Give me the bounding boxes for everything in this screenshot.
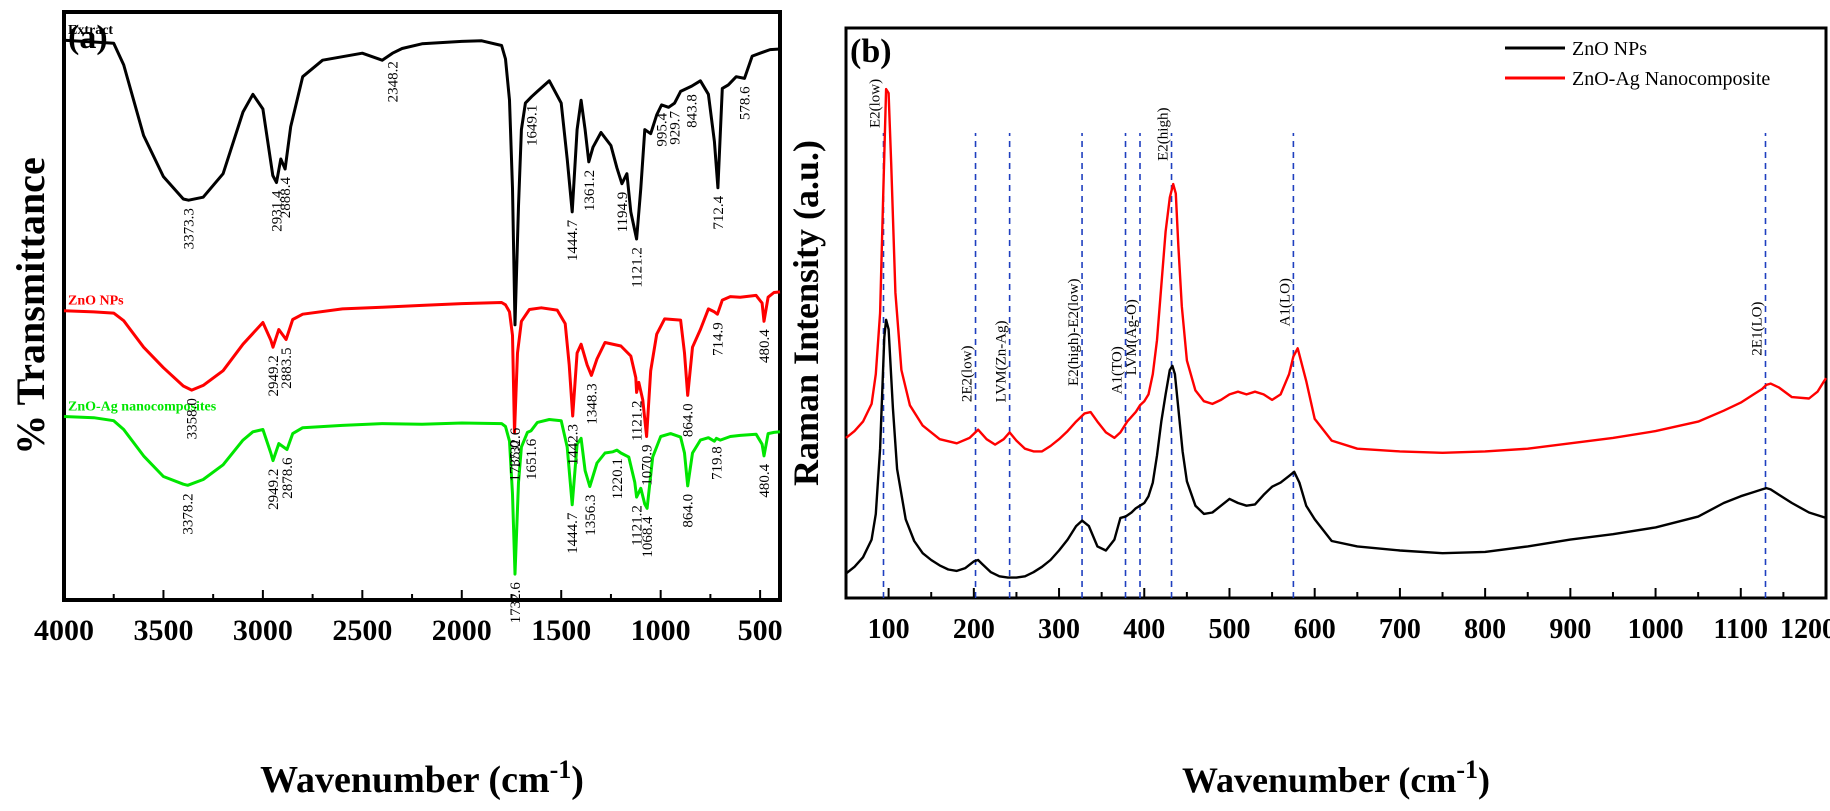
panel-b-raman: E2(low) 2E2(low) LVM(Zn-Ag) E2(high)-E2(low… [786,26,1830,800]
peak-label-zno-ag-nanocomposites-1444-7: 1444.7 [565,512,581,554]
peak-label-zno-nps-1121-2: 1121.2 [630,400,646,441]
series-label-extract: Extract [68,23,113,38]
peak-label-zno-nps-1348-3: 1348.3 [584,383,600,424]
panel-a-x-axis-title: Wavenumber (cm-1) [260,755,584,801]
peak-label-zno-ag-nanocomposites-864-0: 864.0 [681,494,697,528]
legend-label-zno-nps: ZnO NPs [1572,38,1647,60]
peak-label-extract-3373-3: 3373.3 [182,208,198,249]
x-tick-label-b-800: 800 [1464,614,1506,645]
peak-label-zno-nps-480-4: 480.4 [757,329,773,363]
x-tick-label-2000: 2000 [432,614,492,647]
x-tick-label-b-1000: 1000 [1628,614,1684,645]
peak-label-extract-929-7: 929.7 [668,111,684,145]
peak-label-zno-nps-1442-3: 1442.3 [566,424,582,465]
peak-label-extract-995-4: 995.4 [655,112,671,146]
x-tick-label-b-700: 700 [1379,614,1421,645]
series-line-zno-nps [845,318,1827,579]
panel-b-legend: ZnO NPs ZnO-Ag Nanocomposite [1505,38,1770,90]
peak-marker-label-lvm-ag-o: LVM(Ag-O) [1124,299,1140,375]
x-tick-label-2500: 2500 [332,614,392,647]
peak-label-zno-nps-1732-6: 1732.6 [508,427,524,469]
peak-label-extract-1194-9: 1194.9 [615,192,631,233]
panel-a-x-ticks: 4000 3500 3000 2500 2000 1500 1000 500 [34,590,783,647]
peak-label-extract-2931-4: 2931.4 [270,190,286,232]
x-tick-label-1000: 1000 [631,614,691,647]
peak-label-zno-ag-nanocomposites-1356-3: 1356.3 [583,494,599,535]
x-tick-label-3500: 3500 [133,614,193,647]
peak-marker-label-2e2-low: 2E2(low) [959,346,975,403]
x-tick-label-b-400: 400 [1123,614,1165,645]
panel-b-x-axis-title: Wavenumber (cm-1) [1182,755,1490,800]
panel-a-frame [62,10,782,602]
peak-marker-label-e2-high: E2(high) [1155,108,1171,161]
panel-b-series [845,87,1828,579]
peak-label-extract-843-8: 843.8 [685,94,701,128]
peak-label-zno-nps-1735-0: 1735.0 [508,440,524,481]
panel-a-series: Extract ZnO NPs ZnO-Ag nanocomposites [63,23,781,576]
series-label-zno-ag-nanocomposites: ZnO-Ag nanocomposites [68,400,217,415]
x-tick-label-500: 500 [738,614,783,647]
x-tick-label-3000: 3000 [233,614,293,647]
panel-b-y-axis-title: Raman Intensity (a.u.) [786,140,826,486]
peak-label-extract-2888-4: 2888.4 [278,177,294,219]
peak-label-extract-1121-2: 1121.2 [630,247,646,288]
peak-label-extract-712-4: 712.4 [711,195,727,229]
peak-label-zno-ag-nanocomposites-719-8: 719.8 [709,446,725,480]
peak-label-zno-nps-2883-5: 2883.5 [279,348,295,389]
peak-label-zno-ag-nanocomposites-1220-1: 1220.1 [610,458,626,499]
x-tick-label-b-1100: 1100 [1714,614,1768,645]
panel-b-frame [844,26,1828,600]
peak-label-zno-nps-1070-9: 1070.9 [640,445,656,486]
series-label-zno-nps: ZnO NPs [68,294,124,309]
peak-marker-label-2e1-lo: 2E1(LO) [1750,302,1766,356]
peak-label-zno-nps-714-9: 714.9 [710,322,726,356]
series-line-zno-nps [63,290,781,438]
x-tick-label-b-100: 100 [868,614,910,645]
peak-marker-label-e2-high-e2-low: E2(high)-E2(low) [1066,278,1082,385]
peak-label-zno-ag-nanocomposites-1732-6: 1732.6 [508,582,524,624]
peak-marker-label-a1-lo: A1(LO) [1277,278,1293,326]
peak-label-extract-1649-1: 1649.1 [525,105,541,146]
legend-label-zno-ag-nanocomposite: ZnO-Ag Nanocomposite [1572,68,1770,90]
peak-label-zno-nps-2949-2: 2949.2 [266,355,282,396]
panel-a-label: (a) [68,19,108,56]
peak-label-zno-ag-nanocomposites-1121-2: 1121.2 [630,505,646,546]
peak-label-zno-ag-nanocomposites-1651-6: 1651.6 [524,438,540,480]
peak-label-extract-2348-2: 2348.2 [385,61,401,102]
peak-marker-label-a1-to: A1(TO) [1109,346,1125,394]
x-tick-label-4000: 4000 [34,614,94,647]
panel-a-ftir: Extract ZnO NPs ZnO-Ag nanocomposites 3373… [8,10,783,801]
panel-b-label: (b) [850,33,892,70]
x-tick-label-b-900: 900 [1549,614,1591,645]
peak-label-extract-1444-7: 1444.7 [565,219,581,261]
peak-label-zno-ag-nanocomposites-2949-2: 2949.2 [266,469,282,510]
peak-label-zno-nps-864-0: 864.0 [681,403,697,437]
panel-a-y-axis-title: % Transmittance [8,157,53,454]
series-line-zno-ag-nanocomposites [63,415,781,576]
x-tick-label-b-500: 500 [1208,614,1250,645]
peak-label-zno-ag-nanocomposites-2878-6: 2878.6 [280,457,296,499]
peak-label-zno-ag-nanocomposites-480-4: 480.4 [757,463,773,497]
peak-label-zno-ag-nanocomposites-1068-4: 1068.4 [640,516,656,558]
x-tick-label-b-1200: 1200 [1780,614,1830,645]
peak-label-extract-1361-2: 1361.2 [582,170,598,211]
peak-label-zno-nps-3358-0: 3358.0 [185,398,201,439]
x-tick-label-b-600: 600 [1294,614,1336,645]
x-tick-label-b-200: 200 [953,614,995,645]
panel-a-peak-annotations: 3373.3 2931.42888.42348.21649.11444.71361… [181,61,773,623]
panel-b-x-ticks: 100 200 300 400 500 600 700 800 900 1000 1100 1200 [868,588,1830,645]
x-tick-label-1500: 1500 [531,614,591,647]
series-line-zno-ag-nanocomposite [845,87,1828,454]
peak-label-extract-578-6: 578.6 [738,86,754,120]
peak-marker-label-lvm-zn-ag: LVM(Zn-Ag) [994,320,1010,402]
series-line-extract [63,38,781,327]
peak-marker-label-e2-low: E2(low) [868,79,884,128]
x-tick-label-b-300: 300 [1038,614,1080,645]
peak-label-zno-ag-nanocomposites-3378-2: 3378.2 [181,493,197,534]
